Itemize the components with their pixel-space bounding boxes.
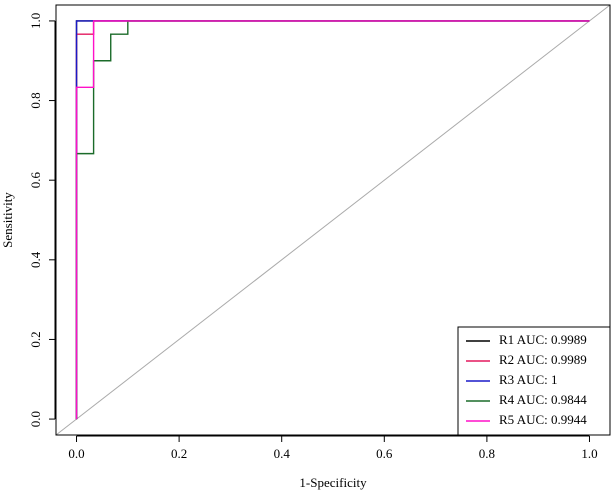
series-line-r4 xyxy=(75,20,590,420)
y-tick-label: 0.0 xyxy=(28,411,43,427)
y-tick-label: 0.2 xyxy=(28,331,43,347)
y-tick-label: 0.4 xyxy=(28,251,43,268)
x-tick-label: 0.8 xyxy=(479,446,495,461)
series-layer xyxy=(75,20,590,420)
y-tick-label: 0.8 xyxy=(28,92,43,108)
legend: R1 AUC: 0.9989 R2 AUC: 0.9989 R3 AUC: 1 R4 … xyxy=(457,326,611,436)
x-tick-label: 0.2 xyxy=(171,446,187,461)
x-tick-label: 0.0 xyxy=(68,446,84,461)
y-tick-label: 1.0 xyxy=(28,13,43,29)
legend-label-r1: R1 AUC: 0.9989 xyxy=(499,332,587,347)
legend-label-r5: R5 AUC: 0.9944 xyxy=(499,412,587,427)
x-tick-label: 0.4 xyxy=(274,446,291,461)
x-axis-label: 1-Specificity xyxy=(299,475,367,490)
series-line-r5 xyxy=(75,20,590,420)
y-axis: 0.0 0.2 0.4 0.6 0.8 1.0 xyxy=(28,13,56,427)
y-axis-label: Sensitivity xyxy=(0,192,15,248)
reference-diagonal-line xyxy=(55,4,611,436)
legend-label-r3: R3 AUC: 1 xyxy=(499,372,558,387)
x-tick-label: 0.6 xyxy=(376,446,393,461)
plot-frame xyxy=(55,4,611,436)
x-axis: 0.0 0.2 0.4 0.6 0.8 1.0 xyxy=(68,435,598,461)
x-tick-label: 1.0 xyxy=(581,446,597,461)
y-tick-label: 0.6 xyxy=(28,172,43,189)
legend-label-r4: R4 AUC: 0.9844 xyxy=(499,392,587,407)
legend-label-r2: R2 AUC: 0.9989 xyxy=(499,352,587,367)
